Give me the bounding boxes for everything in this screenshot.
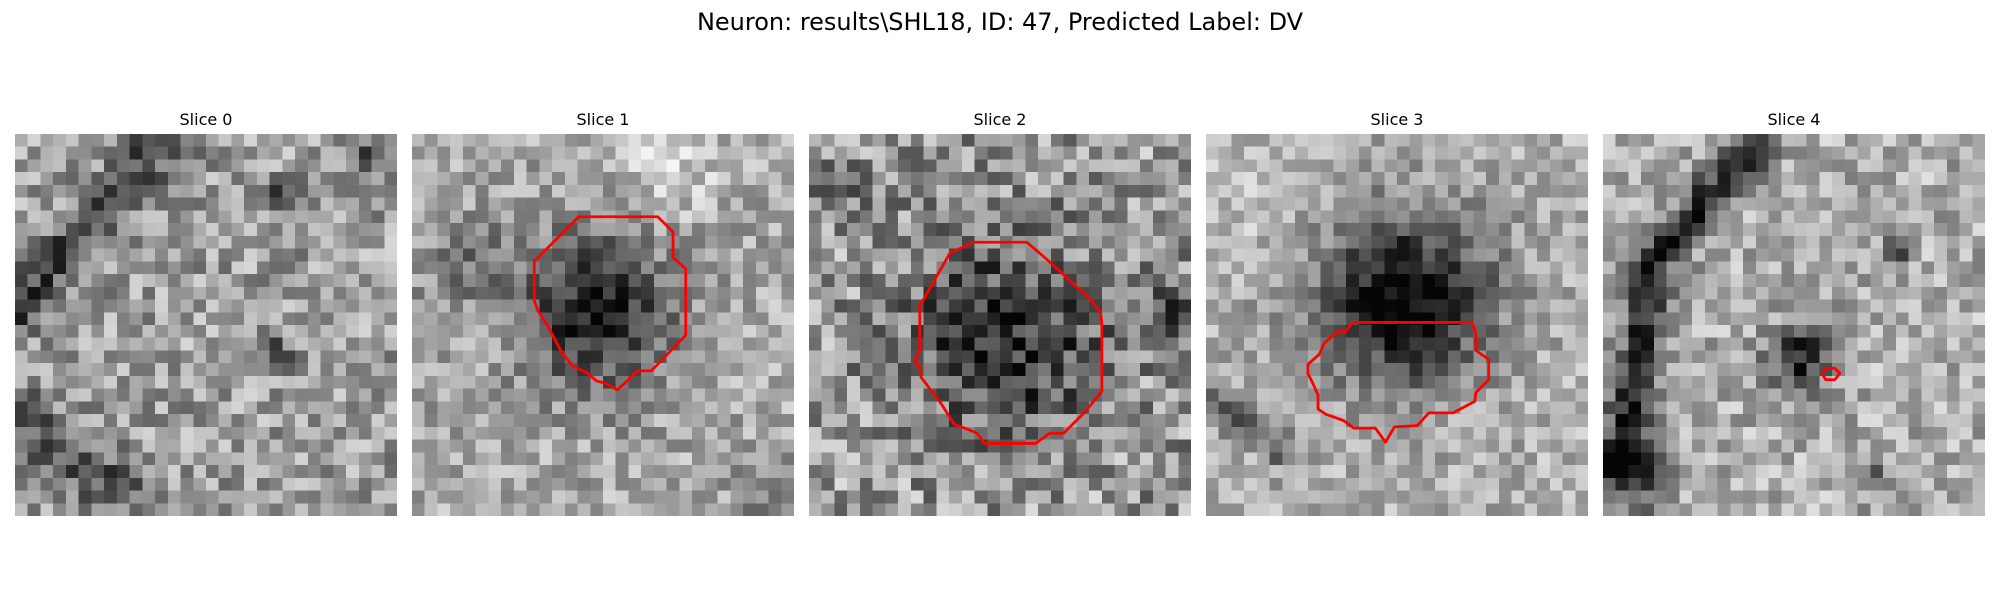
slice-title: Slice 4 (1767, 110, 1821, 129)
roi-contour (1306, 321, 1491, 444)
slice-title: Slice 0 (179, 110, 233, 129)
slice-panel-0: Slice 0 (15, 110, 397, 520)
slice-image-2 (809, 134, 1191, 516)
roi-contour (1820, 366, 1842, 382)
pixel-grid (809, 134, 1191, 516)
slice-title: Slice 2 (973, 110, 1027, 129)
slice-image-0 (15, 134, 397, 516)
slice-image-1 (412, 134, 794, 516)
slice-image-3 (1206, 134, 1588, 516)
figure-title: Neuron: results\SHL18, ID: 47, Predicted… (696, 8, 1304, 36)
slice-panel-3: Slice 3 (1206, 110, 1588, 520)
roi-contour (913, 240, 1104, 445)
pixel-grid (15, 134, 397, 516)
slice-panel-4: Slice 4 (1603, 110, 1985, 520)
slice-title: Slice 1 (576, 110, 630, 129)
slice-panel-2: Slice 2 (809, 110, 1191, 520)
pixel-grid (1206, 134, 1588, 516)
slice-title: Slice 3 (1370, 110, 1424, 129)
roi-contour (532, 215, 688, 392)
pixel-grid (1603, 134, 1985, 516)
slice-image-4 (1603, 134, 1985, 516)
slice-panel-1: Slice 1 (412, 110, 794, 520)
pixel-grid (412, 134, 794, 516)
